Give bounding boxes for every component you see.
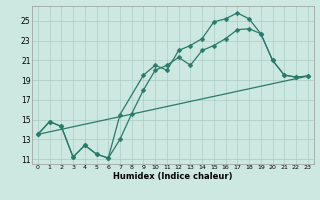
X-axis label: Humidex (Indice chaleur): Humidex (Indice chaleur) [113,172,233,181]
